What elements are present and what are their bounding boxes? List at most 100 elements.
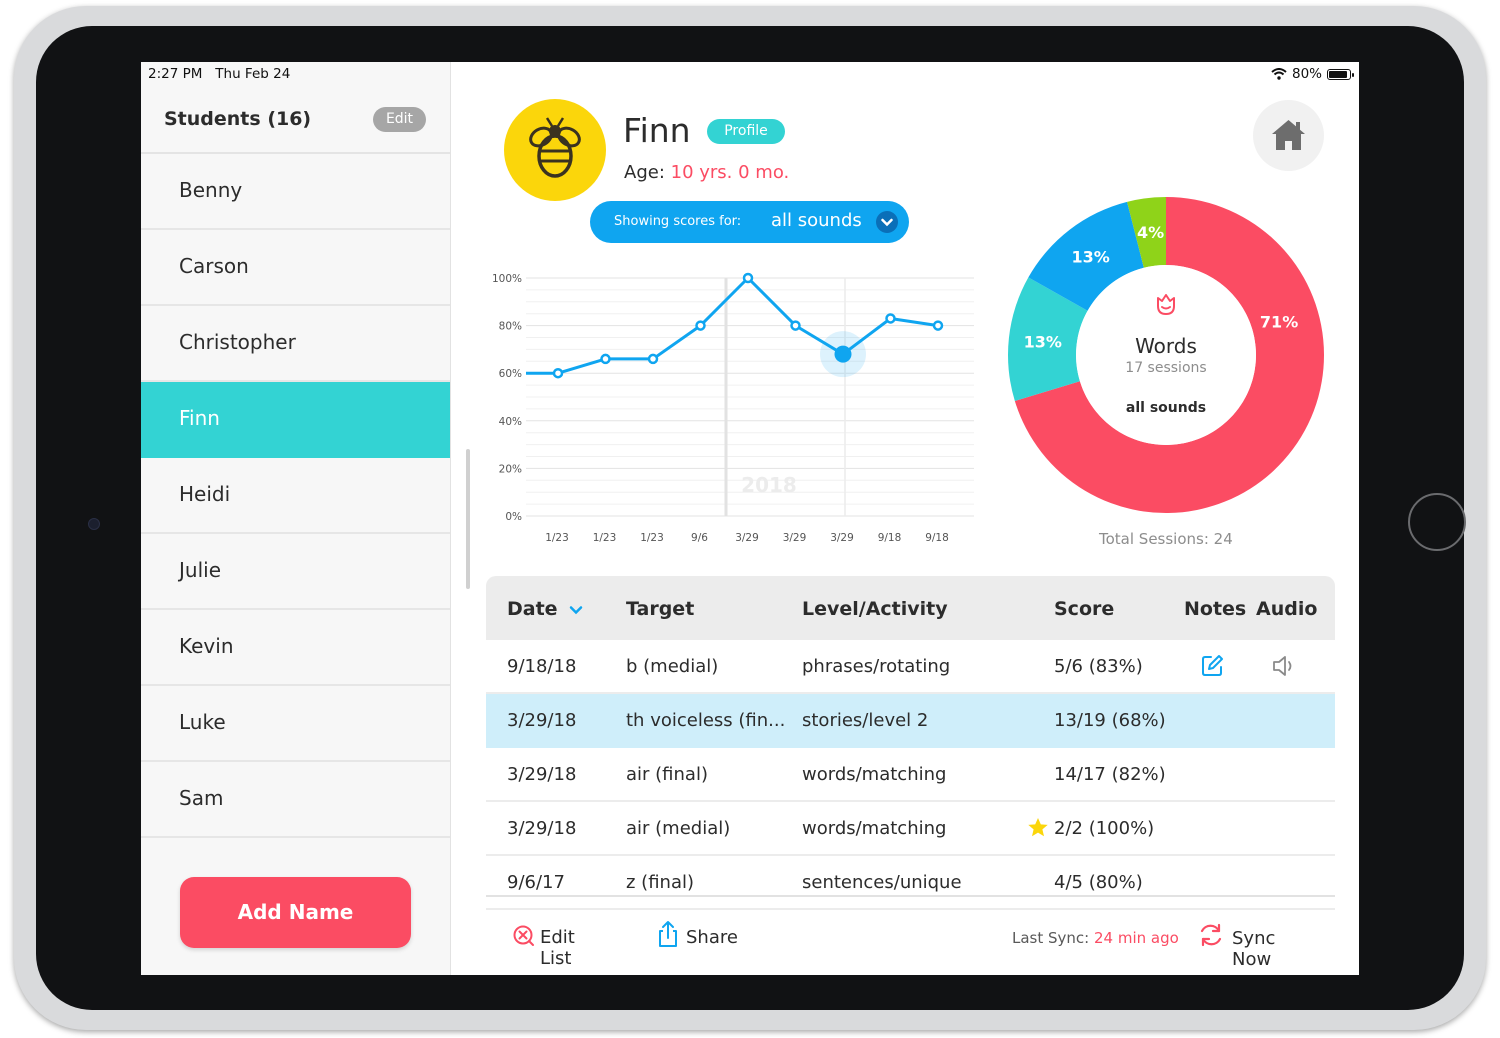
status-time: 2:27 PM Thu Feb 24 — [148, 66, 290, 82]
score-line-chart: 2018 100% 80% 60% 40% 20% 0% 1/23 1/23 1/23 9/6 3/2… — [492, 272, 974, 544]
x-tick-label: 3/29 — [735, 532, 759, 544]
student-name: Finn — [179, 406, 220, 430]
bee-icon — [529, 117, 581, 178]
donut-slice — [1028, 201, 1144, 311]
donut-slice-label: 13% — [1071, 248, 1109, 267]
row-date: 9/18/18 — [507, 656, 577, 677]
table-row[interactable]: 9/18/18 b (medial) phrases/rotating 5/6 … — [486, 640, 1335, 694]
battery-icon — [1327, 68, 1354, 80]
y-tick-label: 80% — [499, 321, 522, 333]
student-name: Luke — [179, 710, 226, 734]
year-watermark: 2018 — [741, 473, 797, 497]
scrollbar[interactable] — [466, 449, 470, 589]
filter-value: all sounds — [771, 210, 862, 231]
age-line: Age: 10 yrs. 0 mo. — [624, 162, 789, 183]
share-icon — [659, 921, 677, 947]
avatar[interactable] — [504, 99, 606, 201]
last-sync-label: Last Sync: — [1012, 929, 1090, 947]
star-icon — [1028, 818, 1048, 837]
student-name: Carson — [179, 254, 249, 278]
wifi-icon — [1271, 68, 1287, 80]
flower-outline — [1157, 294, 1175, 315]
student-item-heidi[interactable]: Heidi — [141, 458, 450, 534]
y-tick-label: 20% — [499, 463, 522, 475]
row-target: th voiceless (fin... — [626, 710, 786, 731]
data-point — [647, 353, 659, 365]
edit-list-label: Edit List — [540, 927, 575, 969]
table-row[interactable]: 3/29/18 air (medial) words/matching 2/2 … — [486, 802, 1335, 856]
row-score: 5/6 (83%) — [1054, 656, 1143, 677]
age-label: Age: — [624, 162, 665, 183]
sidebar-title: Students (16) — [164, 108, 312, 130]
sound-filter-dropdown[interactable]: Showing scores for: all sounds — [590, 201, 909, 243]
x-tick-label: 9/18 — [878, 532, 902, 544]
age-value: 10 yrs. 0 mo. — [670, 162, 790, 183]
student-item-benny[interactable]: Benny — [141, 154, 450, 230]
student-name: Kevin — [179, 634, 234, 658]
student-item-kevin[interactable]: Kevin — [141, 610, 450, 686]
score-column-header[interactable]: Score — [1054, 598, 1115, 620]
notes-column-header: Notes — [1184, 598, 1247, 620]
table-row[interactable]: 3/29/18 air (final) words/matching 14/17… — [486, 748, 1335, 802]
filter-label: Showing scores for: — [614, 214, 742, 229]
row-score: 4/5 (80%) — [1054, 872, 1143, 893]
data-point — [885, 313, 896, 324]
student-name: Christopher — [179, 330, 296, 354]
donut-center-subtitle: 17 sessions — [1125, 360, 1206, 376]
chevron-down-icon — [876, 211, 898, 233]
row-level: sentences/unique — [802, 872, 962, 893]
app-screen: 2:27 PM Thu Feb 24 Students (16) Edit Be… — [141, 62, 1359, 975]
date-header-label: Date — [507, 598, 558, 620]
sync-now-label: Sync Now — [1232, 928, 1276, 970]
table-header: Date Target Level/Activity Score Notes A… — [486, 576, 1335, 640]
donut-slice — [1127, 197, 1166, 268]
row-date: 9/6/17 — [507, 872, 565, 893]
student-name: Julie — [179, 558, 221, 582]
donut-slice-label: 13% — [1024, 333, 1062, 352]
table-row-selected[interactable]: 3/29/18 th voiceless (fin... stories/lev… — [486, 694, 1335, 748]
hardware-home-button[interactable] — [1408, 493, 1466, 551]
student-item-carson[interactable]: Carson — [141, 230, 450, 306]
table-row[interactable]: 9/6/17 z (final) sentences/unique 4/5 (8… — [486, 856, 1335, 910]
data-point — [790, 320, 801, 331]
row-score: 14/17 (82%) — [1054, 764, 1166, 785]
row-target: z (final) — [626, 872, 694, 893]
sidebar-header: Students (16) Edit — [141, 88, 450, 154]
student-item-julie[interactable]: Julie — [141, 534, 450, 610]
student-item-finn[interactable]: Finn — [141, 382, 450, 458]
row-level: words/matching — [802, 764, 947, 785]
profile-button[interactable]: Profile — [707, 119, 785, 144]
edit-note-icon[interactable] — [1199, 653, 1225, 679]
status-indicators: 80% — [1271, 66, 1354, 82]
battery-percent: 80% — [1291, 66, 1322, 82]
level-column-header[interactable]: Level/Activity — [802, 598, 948, 620]
row-target: air (medial) — [626, 818, 731, 839]
pane-divider — [450, 62, 451, 975]
data-point — [600, 353, 611, 365]
student-item-christopher[interactable]: Christopher — [141, 306, 450, 382]
sessions-donut-chart: 71% 13% 13% 4% Words 17 sessions all sounds — [1008, 197, 1324, 513]
student-item-luke[interactable]: Luke — [141, 686, 450, 762]
flower-detail — [1161, 306, 1171, 310]
donut-slice-label: 4% — [1137, 223, 1164, 242]
add-name-button[interactable]: Add Name — [180, 877, 411, 948]
x-tick-label: 1/23 — [545, 532, 569, 544]
data-point — [932, 320, 944, 331]
y-tick-label: 40% — [499, 416, 522, 428]
edit-students-button[interactable]: Edit — [373, 107, 426, 132]
home-button[interactable] — [1253, 100, 1324, 171]
score-series-line — [526, 276, 939, 375]
data-point-selected — [834, 345, 852, 363]
donut-slice — [1008, 277, 1088, 402]
date-column-header[interactable]: Date — [507, 598, 583, 620]
student-name-title: Finn — [623, 111, 691, 150]
x-tick-label: 3/29 — [830, 532, 854, 544]
student-item-sam[interactable]: Sam — [141, 762, 450, 838]
target-column-header[interactable]: Target — [626, 598, 695, 620]
row-target: air (final) — [626, 764, 708, 785]
row-level: words/matching — [802, 818, 947, 839]
speaker-icon[interactable] — [1271, 654, 1297, 678]
row-date: 3/29/18 — [507, 764, 577, 785]
x-tick-label: 9/18 — [925, 532, 949, 544]
close-circle-icon — [513, 925, 534, 946]
